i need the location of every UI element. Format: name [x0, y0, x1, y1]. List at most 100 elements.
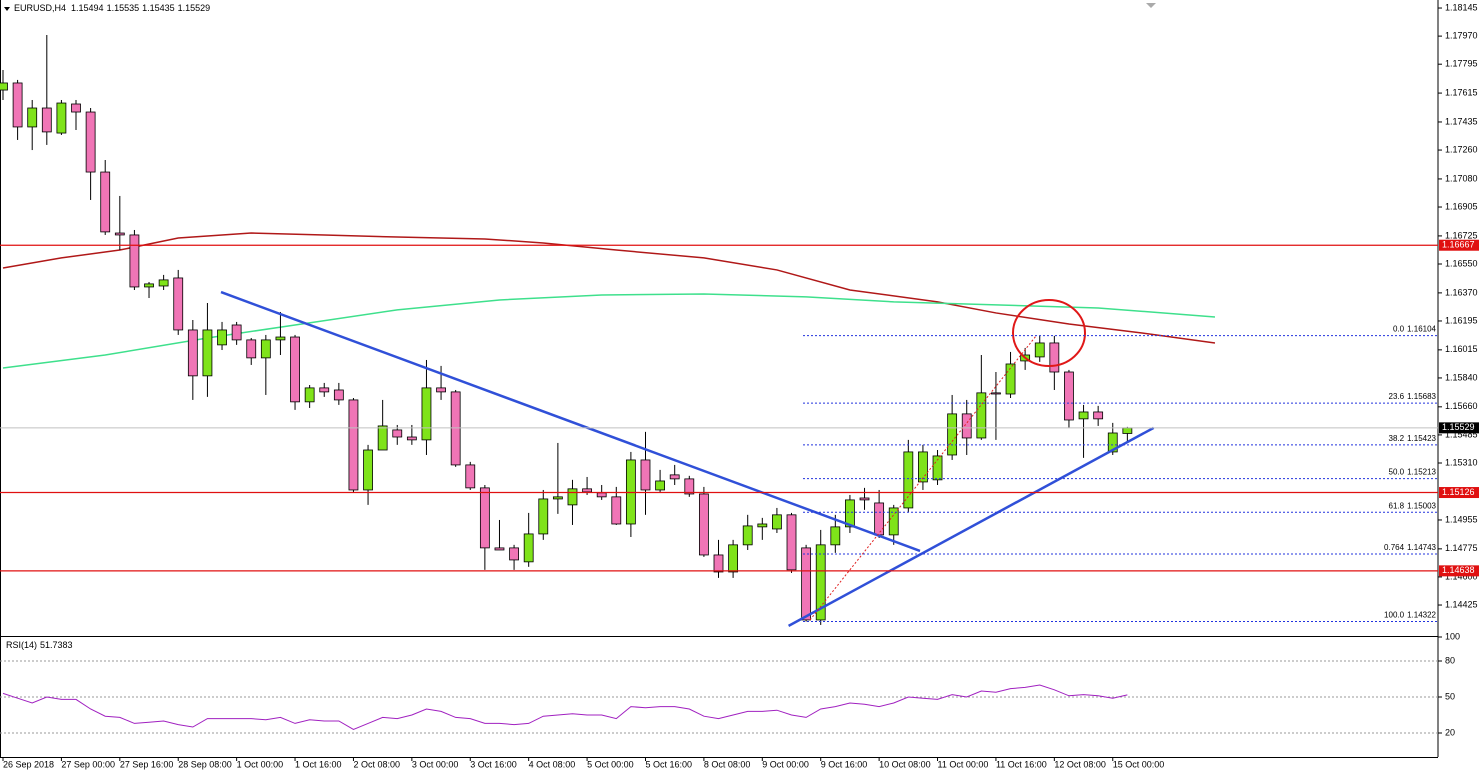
- candle-body: [494, 547, 505, 551]
- x-tick-label: 3 Oct 00:00: [412, 759, 459, 769]
- candle-body: [582, 488, 592, 493]
- x-tick-label: 27 Sep 00:00: [61, 759, 115, 769]
- fib-ratio: 0.0: [1393, 325, 1405, 334]
- candle-body: [348, 399, 359, 491]
- header-close: 1.15529: [178, 3, 211, 13]
- fib-label: 38.2 1.15423: [1389, 434, 1437, 443]
- y-tick-label: 1.14425: [1445, 599, 1478, 609]
- y-tick-label: 1.15485: [1445, 429, 1478, 439]
- fib-ratio: 61.8: [1389, 501, 1405, 510]
- candle-body: [918, 451, 928, 483]
- candle-body: [450, 391, 461, 466]
- candle-body: [845, 499, 855, 528]
- fib-price: 1.15003: [1407, 501, 1436, 510]
- candle-body: [1005, 363, 1016, 395]
- trendline: [220, 290, 921, 553]
- trendline: [787, 426, 1155, 627]
- candle-body: [655, 480, 665, 491]
- y-tick-label: 1.15310: [1445, 457, 1478, 467]
- moving-average: [2, 232, 1216, 344]
- fib-label: 0.764 1.14743: [1384, 543, 1437, 552]
- candle-body: [888, 507, 899, 536]
- current-price-label: 1.15529: [1442, 422, 1475, 432]
- candle-body: [304, 387, 315, 403]
- y-tick-label: 1.15840: [1445, 372, 1478, 382]
- x-tick-label: 4 Oct 08:00: [529, 759, 576, 769]
- y-tick-label: 1.17080: [1445, 173, 1478, 183]
- candle-body: [377, 425, 388, 451]
- fib-ratio: 23.6: [1389, 392, 1405, 401]
- candle-body: [596, 492, 607, 498]
- candle-body: [173, 277, 184, 331]
- candle-body: [41, 107, 52, 133]
- menu-arrow[interactable]: [4, 7, 10, 11]
- candle-body: [0, 82, 8, 91]
- fib-ratio: 50.0: [1389, 468, 1405, 477]
- candle-body: [1093, 411, 1104, 420]
- candle-body: [231, 324, 242, 341]
- candle-body: [640, 459, 651, 491]
- rsi-name: RSI(14): [6, 640, 37, 650]
- candle-body: [698, 493, 709, 556]
- candle-body: [392, 429, 403, 438]
- candle-body: [815, 544, 826, 621]
- x-tick-label: 10 Oct 08:00: [879, 759, 931, 769]
- x-tick-label: 8 Oct 08:00: [704, 759, 751, 769]
- candle-body: [728, 544, 739, 573]
- x-tick-label: 5 Oct 00:00: [587, 759, 634, 769]
- fib-connector: [809, 335, 1037, 621]
- y-tick-label: 1.16015: [1445, 344, 1478, 354]
- fib-label: 61.8 1.15003: [1389, 501, 1437, 510]
- y-tick-label: 1.17260: [1445, 144, 1478, 154]
- candle-body: [275, 336, 286, 341]
- candle-body: [1049, 342, 1060, 373]
- fib-price: 1.14322: [1407, 611, 1436, 620]
- candle-body: [1064, 371, 1074, 421]
- candle-body: [611, 496, 622, 525]
- y-tick-label: 1.17795: [1445, 59, 1478, 69]
- candle-body: [479, 487, 490, 549]
- y-tick-label: 1.18145: [1445, 2, 1478, 12]
- chart-header: EURUSD,H4 1.15494 1.15535 1.15435 1.15529: [14, 3, 210, 13]
- candle-body: [801, 547, 812, 621]
- level-label: 1.15126: [1442, 487, 1475, 497]
- x-tick-label: 28 Sep 08:00: [178, 759, 232, 769]
- candle-body: [100, 171, 111, 233]
- candle-body: [874, 502, 885, 536]
- x-tick-label: 26 Sep 2018: [3, 759, 54, 769]
- x-tick-label: 2 Oct 08:00: [353, 759, 400, 769]
- rsi-header: RSI(14) 51.7383: [6, 640, 73, 650]
- x-tick-label: 11 Oct 00:00: [938, 759, 989, 769]
- candle-body: [436, 387, 446, 393]
- fib-price: 1.14743: [1407, 543, 1436, 552]
- candle-body: [947, 413, 958, 456]
- level-label: 1.16667: [1442, 240, 1475, 250]
- candle-body: [961, 413, 972, 439]
- candle-body: [246, 339, 257, 359]
- candle-body: [903, 451, 914, 509]
- x-tick-label: 1 Oct 00:00: [237, 759, 284, 769]
- y-tick-label: 1.16370: [1445, 287, 1478, 297]
- x-tick-label: 1 Oct 16:00: [295, 759, 342, 769]
- level-label: 1.14638: [1442, 565, 1475, 575]
- candle-body: [217, 329, 227, 346]
- fib-price: 1.15423: [1407, 434, 1436, 443]
- candle-body: [71, 103, 81, 113]
- candle-body: [757, 523, 768, 528]
- candle-body: [406, 436, 417, 441]
- candle-body: [669, 474, 680, 480]
- candle-body: [12, 82, 23, 128]
- fib-label: 0.0 1.16104: [1393, 325, 1437, 334]
- candle-body: [27, 107, 38, 128]
- candle-body: [772, 514, 782, 530]
- x-tick-label: 3 Oct 16:00: [470, 759, 517, 769]
- level-label-bg: [1439, 487, 1479, 499]
- highlight-circle: [1012, 299, 1086, 367]
- candle-body: [932, 455, 943, 481]
- x-tick-label: 5 Oct 16:00: [645, 759, 692, 769]
- rsi-tick-label: 80: [1445, 655, 1455, 665]
- candle-body: [465, 464, 476, 489]
- candle-body: [786, 514, 797, 571]
- y-tick-label: 1.17970: [1445, 30, 1478, 40]
- candle-body: [319, 387, 330, 393]
